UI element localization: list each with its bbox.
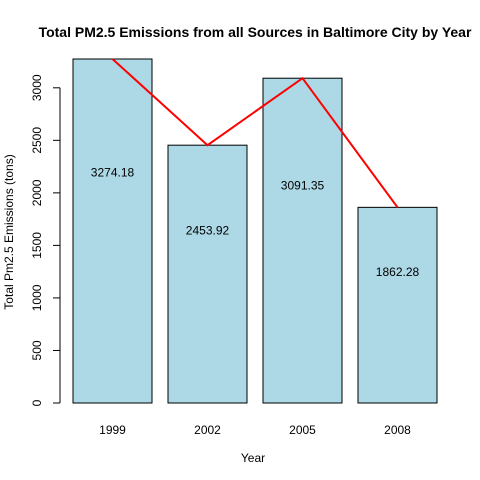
- bar-data-label: 2453.92: [186, 223, 230, 237]
- y-tick-label: 500: [30, 340, 44, 360]
- y-axis: 0 500 1000 1500 2000 2500 3000: [30, 74, 61, 406]
- bar-data-label: 1862.28: [376, 265, 420, 279]
- bar: [262, 77, 343, 404]
- y-tick-label: 2500: [30, 127, 44, 154]
- bar-data-labels: 3274.18 2453.92 3091.35 1862.28: [91, 166, 420, 279]
- trend-line: [111, 58, 399, 208]
- y-tick-label: 1000: [30, 284, 44, 311]
- y-axis-label: Total Pm2.5 Emissions (tons): [2, 154, 16, 309]
- bar: [72, 58, 153, 404]
- bar-data-label: 3274.18: [91, 166, 135, 180]
- x-tick-label: 1999: [99, 423, 126, 437]
- bar: [167, 144, 248, 404]
- y-tick-label: 0: [30, 399, 44, 406]
- x-tick-label: 2002: [194, 423, 221, 437]
- y-tick-label: 2000: [30, 179, 44, 206]
- bar-data-label: 3091.35: [281, 178, 325, 192]
- x-tick-labels: 1999 2002 2005 2008: [99, 423, 411, 437]
- bars: [72, 58, 438, 404]
- bar: [357, 206, 438, 404]
- y-tick-label: 1500: [30, 232, 44, 259]
- chart-title: Total PM2.5 Emissions from all Sources i…: [39, 24, 472, 40]
- x-tick-label: 2008: [384, 423, 411, 437]
- x-axis-label: Year: [241, 451, 265, 465]
- y-tick-label: 3000: [30, 74, 44, 101]
- x-tick-label: 2005: [289, 423, 316, 437]
